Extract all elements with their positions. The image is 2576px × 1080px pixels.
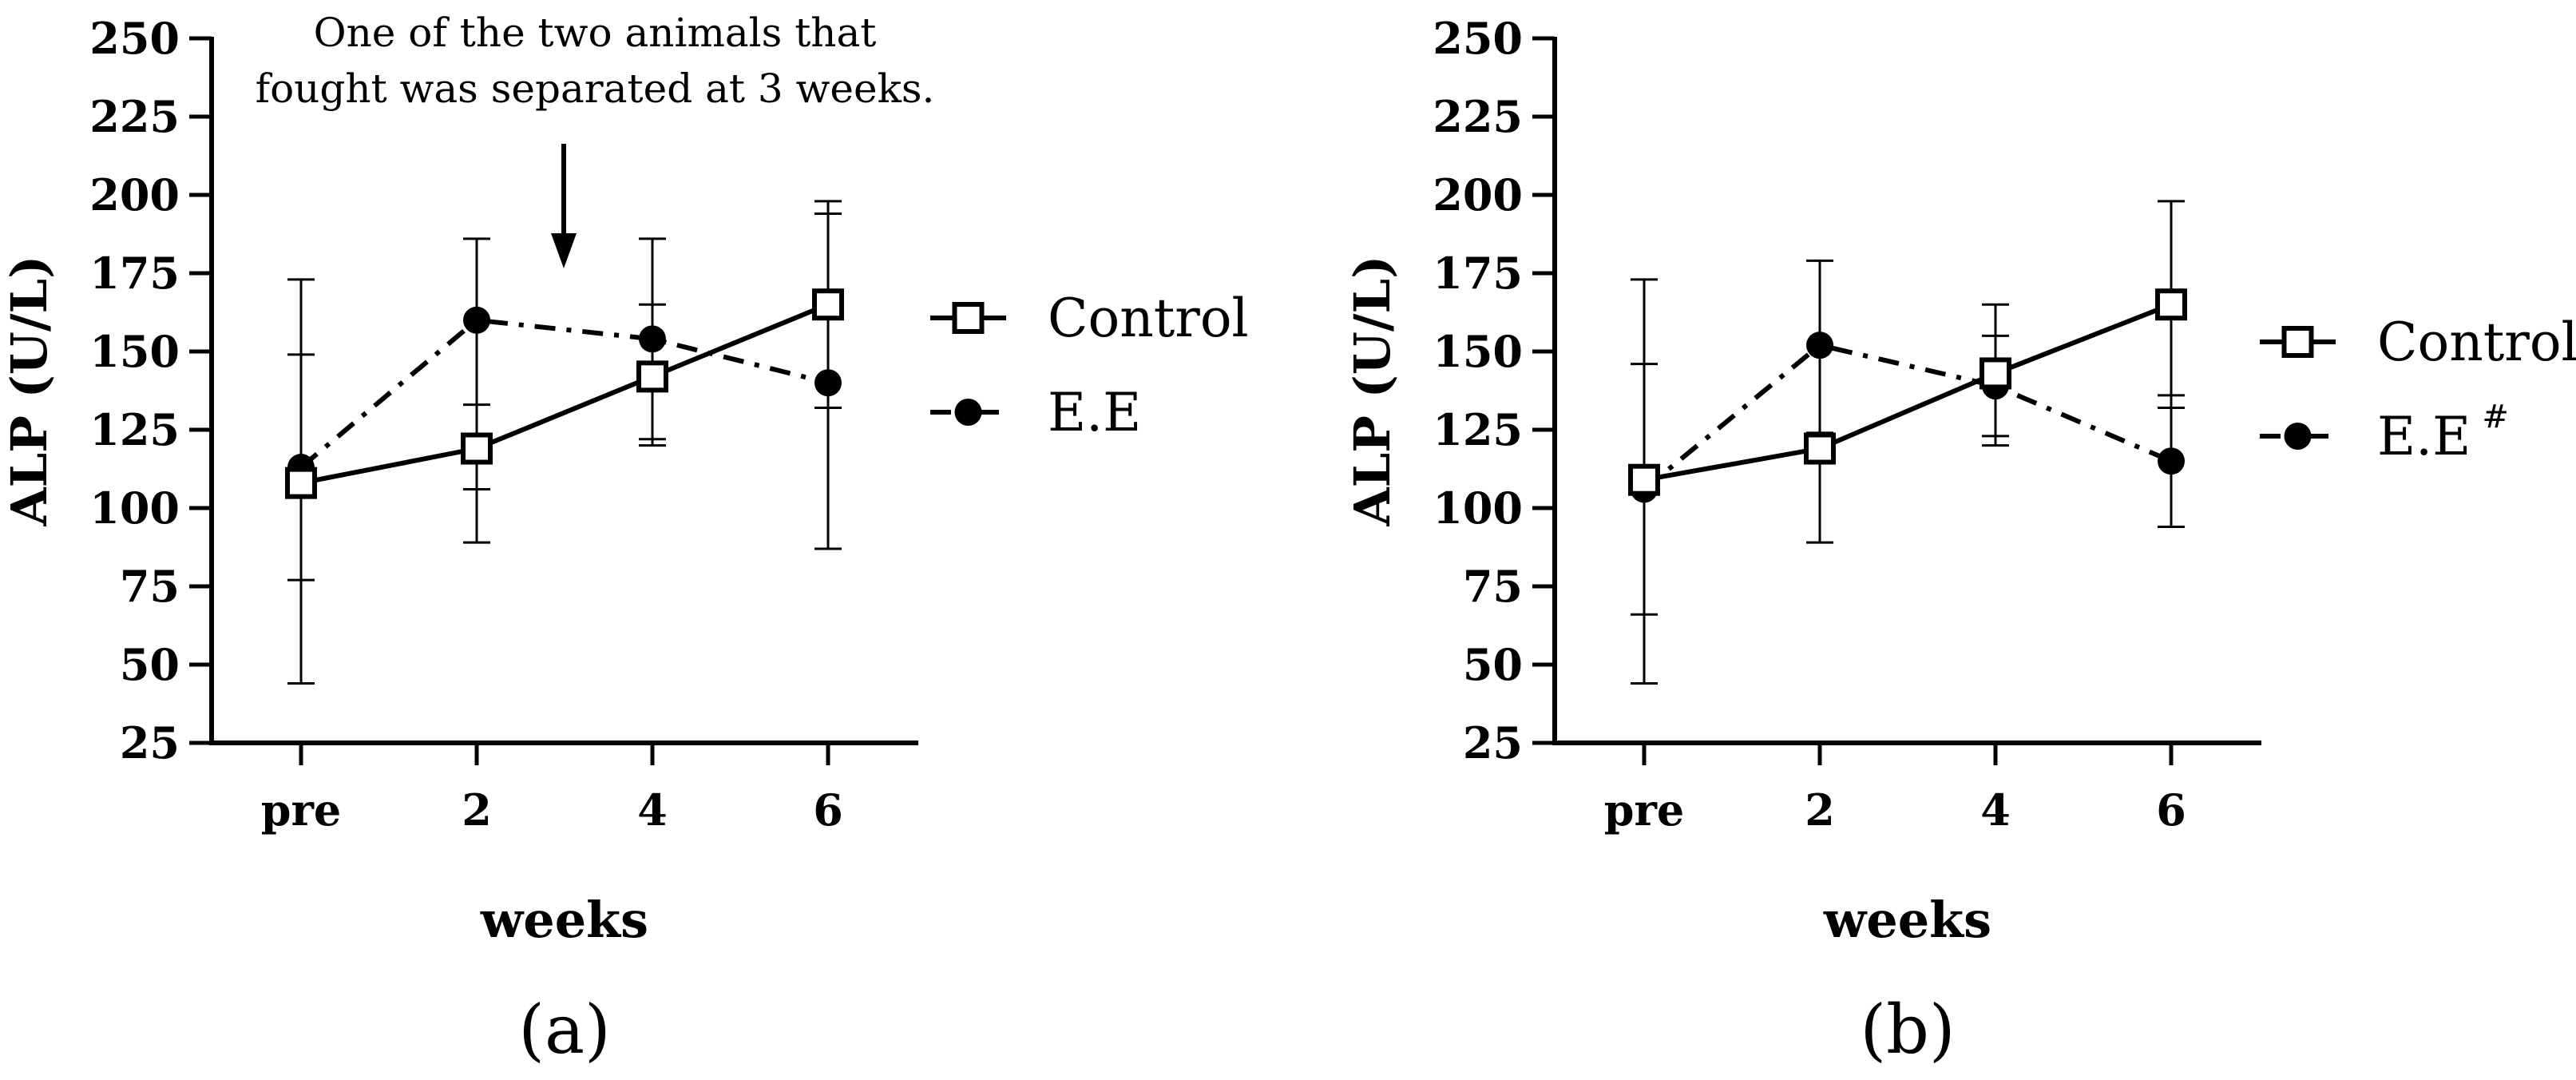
y-tick-label: 75 bbox=[120, 561, 180, 612]
annotation-text: One of the two animals that bbox=[314, 10, 877, 56]
legend-superscript: # bbox=[2482, 399, 2509, 435]
y-tick-label: 225 bbox=[1433, 91, 1523, 142]
x-tick-label: 2 bbox=[1805, 784, 1835, 836]
legend-label: Control bbox=[2377, 312, 2576, 373]
annotation-text: fought was separated at 3 weeks. bbox=[256, 66, 935, 112]
y-tick-label: 50 bbox=[120, 639, 180, 690]
series-control bbox=[285, 200, 844, 582]
x-tick-label: 6 bbox=[813, 784, 843, 836]
y-tick-label: 200 bbox=[89, 169, 180, 220]
panel-label: (b) bbox=[1860, 991, 1955, 1069]
data-point bbox=[461, 432, 493, 465]
data-point bbox=[1804, 432, 1836, 465]
legend-item-ee: E.E bbox=[930, 382, 1141, 443]
x-tick-label: 4 bbox=[637, 784, 668, 836]
y-tick-label: 100 bbox=[1433, 482, 1523, 534]
y-tick-label: 150 bbox=[89, 326, 180, 377]
y-axis-label: ALP (U/L) bbox=[0, 256, 58, 527]
y-tick-label: 25 bbox=[120, 717, 180, 768]
data-point bbox=[1806, 332, 1833, 359]
x-tick-label: pre bbox=[1604, 784, 1685, 836]
data-point bbox=[636, 360, 668, 393]
y-axis-label: ALP (U/L) bbox=[1343, 256, 1401, 527]
y-tick-label: 200 bbox=[1433, 169, 1523, 220]
y-tick-label: 125 bbox=[89, 404, 180, 455]
legend-item-control: Control bbox=[930, 288, 1249, 349]
x-tick-label: 2 bbox=[462, 784, 492, 836]
legend-name: Control bbox=[1048, 288, 1249, 349]
legend-name: E.E bbox=[2377, 406, 2471, 467]
legend-name: E.E bbox=[1048, 382, 1141, 443]
y-tick-label: 175 bbox=[89, 248, 180, 299]
legend-marker bbox=[2284, 423, 2312, 450]
series-line bbox=[1643, 342, 2173, 491]
series-line bbox=[300, 302, 830, 486]
legend-item-ee: E.E # bbox=[2260, 399, 2509, 467]
legend-marker bbox=[952, 302, 985, 334]
panel-label: (a) bbox=[518, 991, 611, 1069]
x-tick-label: 4 bbox=[1980, 784, 2011, 836]
series-control bbox=[1628, 200, 2187, 616]
y-tick-label: 100 bbox=[89, 482, 180, 534]
data-point bbox=[1980, 357, 2011, 390]
series-ee bbox=[1631, 259, 2185, 685]
x-axis-label: weeks bbox=[1823, 891, 1991, 949]
series-line bbox=[1643, 302, 2173, 482]
annotation-arrow-head bbox=[551, 233, 577, 268]
x-tick-label: pre bbox=[261, 784, 342, 836]
legend-name: Control bbox=[2377, 312, 2576, 373]
y-tick-label: 125 bbox=[1433, 404, 1523, 455]
legend-item-control: Control bbox=[2260, 312, 2576, 373]
data-point bbox=[285, 467, 317, 499]
y-tick-label: 250 bbox=[1433, 13, 1523, 64]
series-ee bbox=[287, 212, 842, 685]
legend-label: E.E # bbox=[2377, 399, 2509, 467]
y-tick-label: 225 bbox=[89, 91, 180, 142]
series-line bbox=[299, 317, 829, 470]
data-point bbox=[1628, 463, 1660, 496]
data-point bbox=[2155, 288, 2187, 321]
y-tick-label: 75 bbox=[1463, 561, 1523, 612]
y-tick-label: 50 bbox=[1463, 639, 1523, 690]
legend-marker bbox=[2281, 326, 2314, 358]
y-tick-label: 25 bbox=[1463, 717, 1523, 768]
data-point bbox=[2158, 447, 2185, 475]
legend-label: Control bbox=[1048, 288, 1249, 349]
x-tick-label: 6 bbox=[2156, 784, 2186, 836]
x-axis-label: weeks bbox=[480, 891, 648, 949]
legend-label: E.E bbox=[1048, 382, 1141, 443]
y-tick-label: 250 bbox=[89, 13, 180, 64]
data-point bbox=[812, 288, 844, 321]
data-point bbox=[463, 306, 490, 334]
y-tick-label: 175 bbox=[1433, 248, 1523, 299]
chart-panel-b: 25 50 75 100 125 150 175 200 225 250 pre 2 4 6 ALP (U/… bbox=[1343, 13, 2576, 1069]
y-tick-label: 150 bbox=[1433, 326, 1523, 377]
chart-panel-a: 25 50 75 100 125 150 175 200 225 250 pre 2 4 6 ALP (U/… bbox=[0, 10, 1249, 1069]
legend-marker bbox=[954, 399, 982, 426]
